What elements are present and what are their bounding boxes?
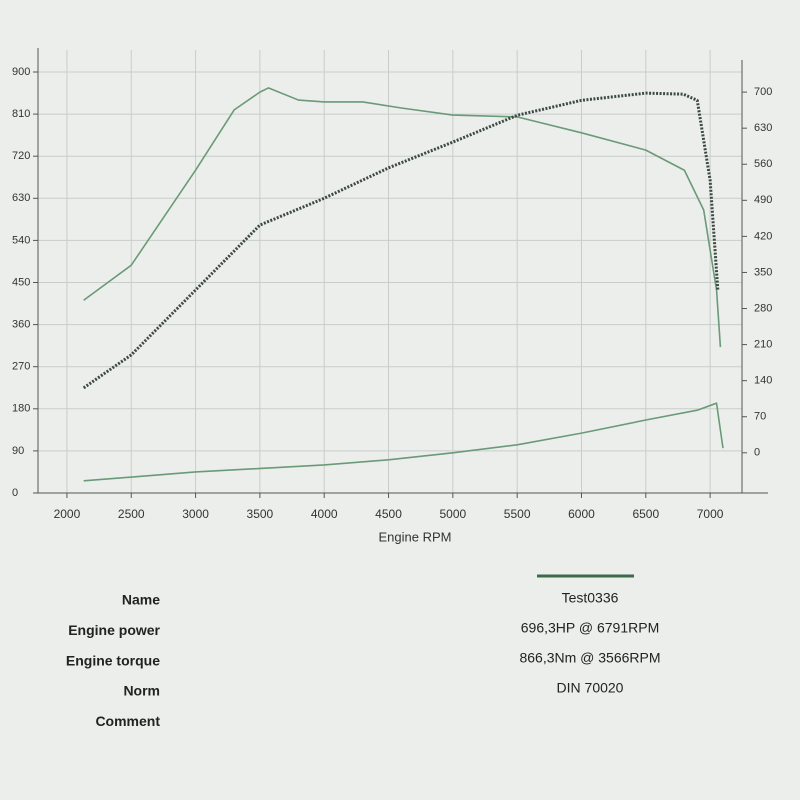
y-tick-label: 900 — [12, 66, 30, 78]
y2-tick-label: 280 — [754, 302, 772, 314]
info-value: 866,3Nm @ 3566RPM — [519, 650, 660, 666]
info-label: Comment — [95, 713, 160, 729]
y-tick-label: 90 — [12, 445, 24, 457]
y-tick-label: 450 — [12, 276, 30, 288]
x-tick-label: 6000 — [568, 507, 595, 521]
info-value: 696,3HP @ 6791RPM — [521, 620, 659, 636]
y-tick-label: 360 — [12, 319, 30, 331]
y2-tick-label: 560 — [754, 158, 772, 170]
y2-tick-label: 420 — [754, 230, 772, 242]
y-tick-label: 540 — [12, 234, 30, 246]
x-tick-label: 7000 — [697, 507, 724, 521]
x-tick-label: 4500 — [375, 507, 402, 521]
y-tick-label: 270 — [12, 361, 30, 373]
y2-tick-label: 0 — [754, 447, 760, 459]
info-value: Test0336 — [562, 590, 619, 606]
y2-tick-label: 70 — [754, 411, 766, 423]
x-tick-label: 2000 — [54, 507, 81, 521]
info-label: Name — [122, 592, 160, 608]
x-tick-label: 2500 — [118, 507, 145, 521]
info-label: Engine torque — [66, 652, 160, 668]
x-tick-label: 3500 — [247, 507, 274, 521]
y-tick-label: 810 — [12, 108, 30, 120]
x-tick-label: 5000 — [439, 507, 466, 521]
x-tick-label: 4000 — [311, 507, 338, 521]
info-label: Engine power — [68, 622, 160, 638]
y2-tick-label: 490 — [754, 194, 772, 206]
info-value: DIN 70020 — [557, 680, 624, 696]
x-tick-label: 3000 — [182, 507, 209, 521]
x-tick-label: 5500 — [504, 507, 531, 521]
y2-tick-label: 630 — [754, 122, 772, 134]
y-tick-label: 180 — [12, 403, 30, 415]
x-tick-label: 6500 — [632, 507, 659, 521]
line-series — [83, 87, 722, 348]
x-axis-label: Engine RPM — [379, 529, 452, 544]
y-tick-label: 720 — [12, 150, 30, 162]
y2-tick-label: 210 — [754, 338, 772, 350]
y2-tick-label: 350 — [754, 266, 772, 278]
info-label: Norm — [123, 683, 160, 699]
y-tick-label: 630 — [12, 192, 30, 204]
y2-tick-label: 700 — [754, 86, 772, 98]
line-series — [83, 402, 724, 482]
y-tick-label: 0 — [12, 487, 18, 499]
line-series — [82, 91, 720, 390]
y2-tick-label: 140 — [754, 375, 772, 387]
